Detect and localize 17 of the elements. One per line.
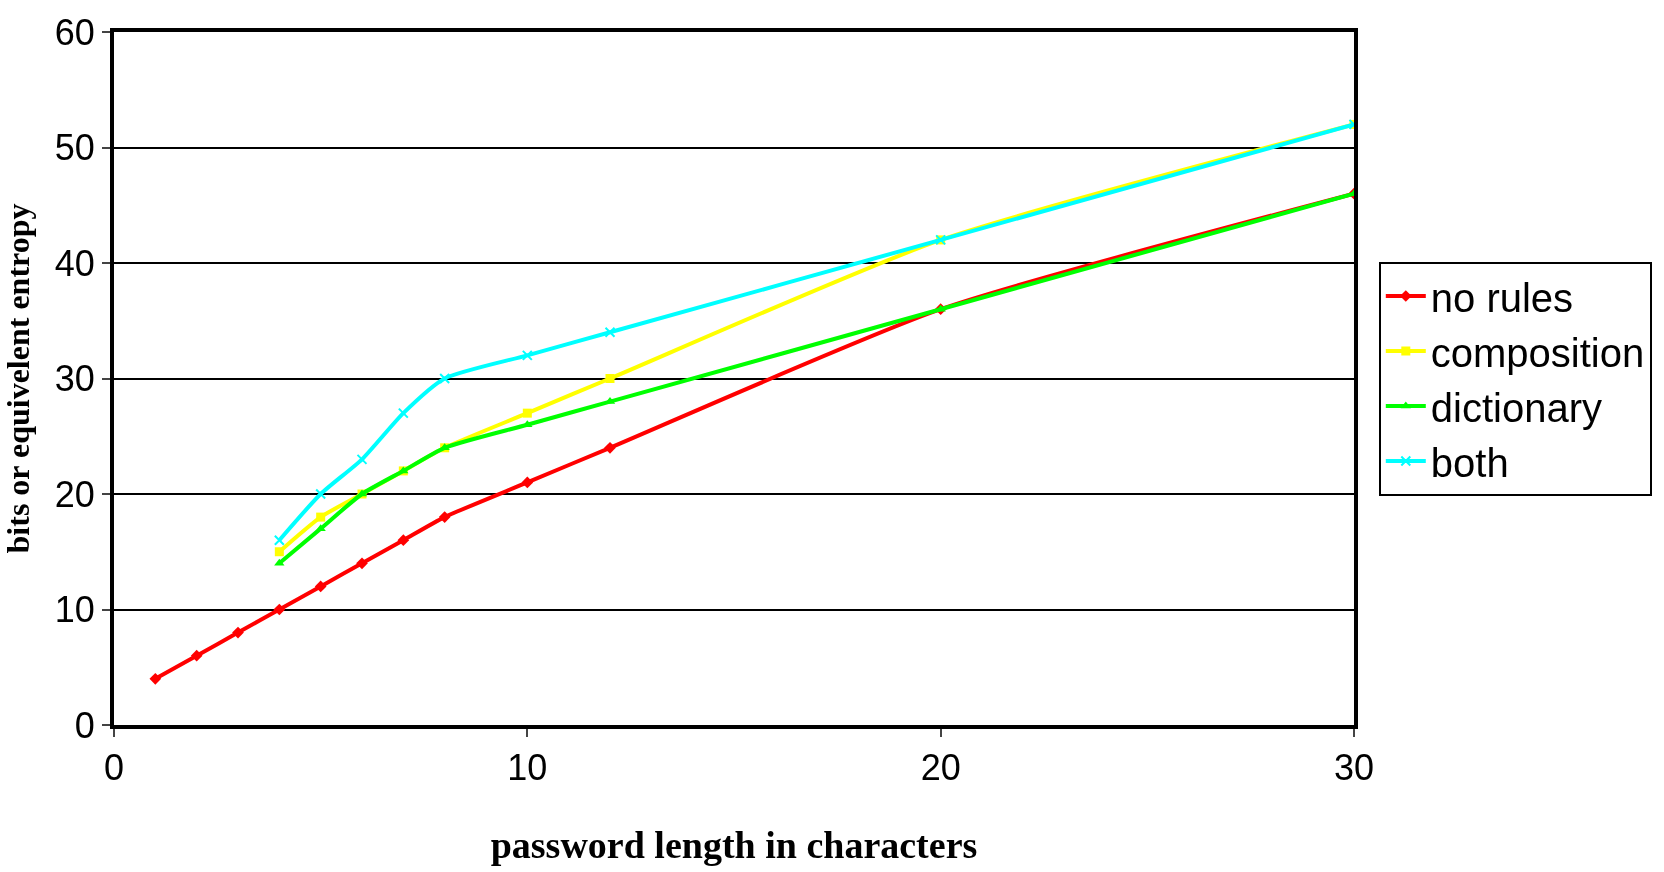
x-tick-label: 0 [103, 747, 125, 789]
y-tick-label: 0 [74, 704, 95, 746]
y-axis-title: bits or equivelent entropy [0, 203, 36, 554]
y-tick-label: 20 [54, 473, 95, 515]
y-tick-label: 40 [54, 242, 95, 284]
x-axis-title: password length in characters [490, 823, 978, 866]
legend-label: dictionary [1430, 385, 1602, 430]
x-tick-label: 10 [507, 747, 548, 789]
y-tick-label: 50 [54, 127, 95, 169]
y-tick-label: 30 [54, 358, 95, 400]
legend-label: composition [1430, 330, 1645, 375]
y-tick-label: 60 [54, 11, 95, 53]
x-tick-label: 30 [1333, 747, 1375, 789]
legend-label: no rules [1430, 275, 1574, 320]
x-tick-label: 20 [920, 747, 961, 789]
y-tick-label: 10 [54, 589, 95, 631]
legend-label: both [1430, 440, 1509, 485]
